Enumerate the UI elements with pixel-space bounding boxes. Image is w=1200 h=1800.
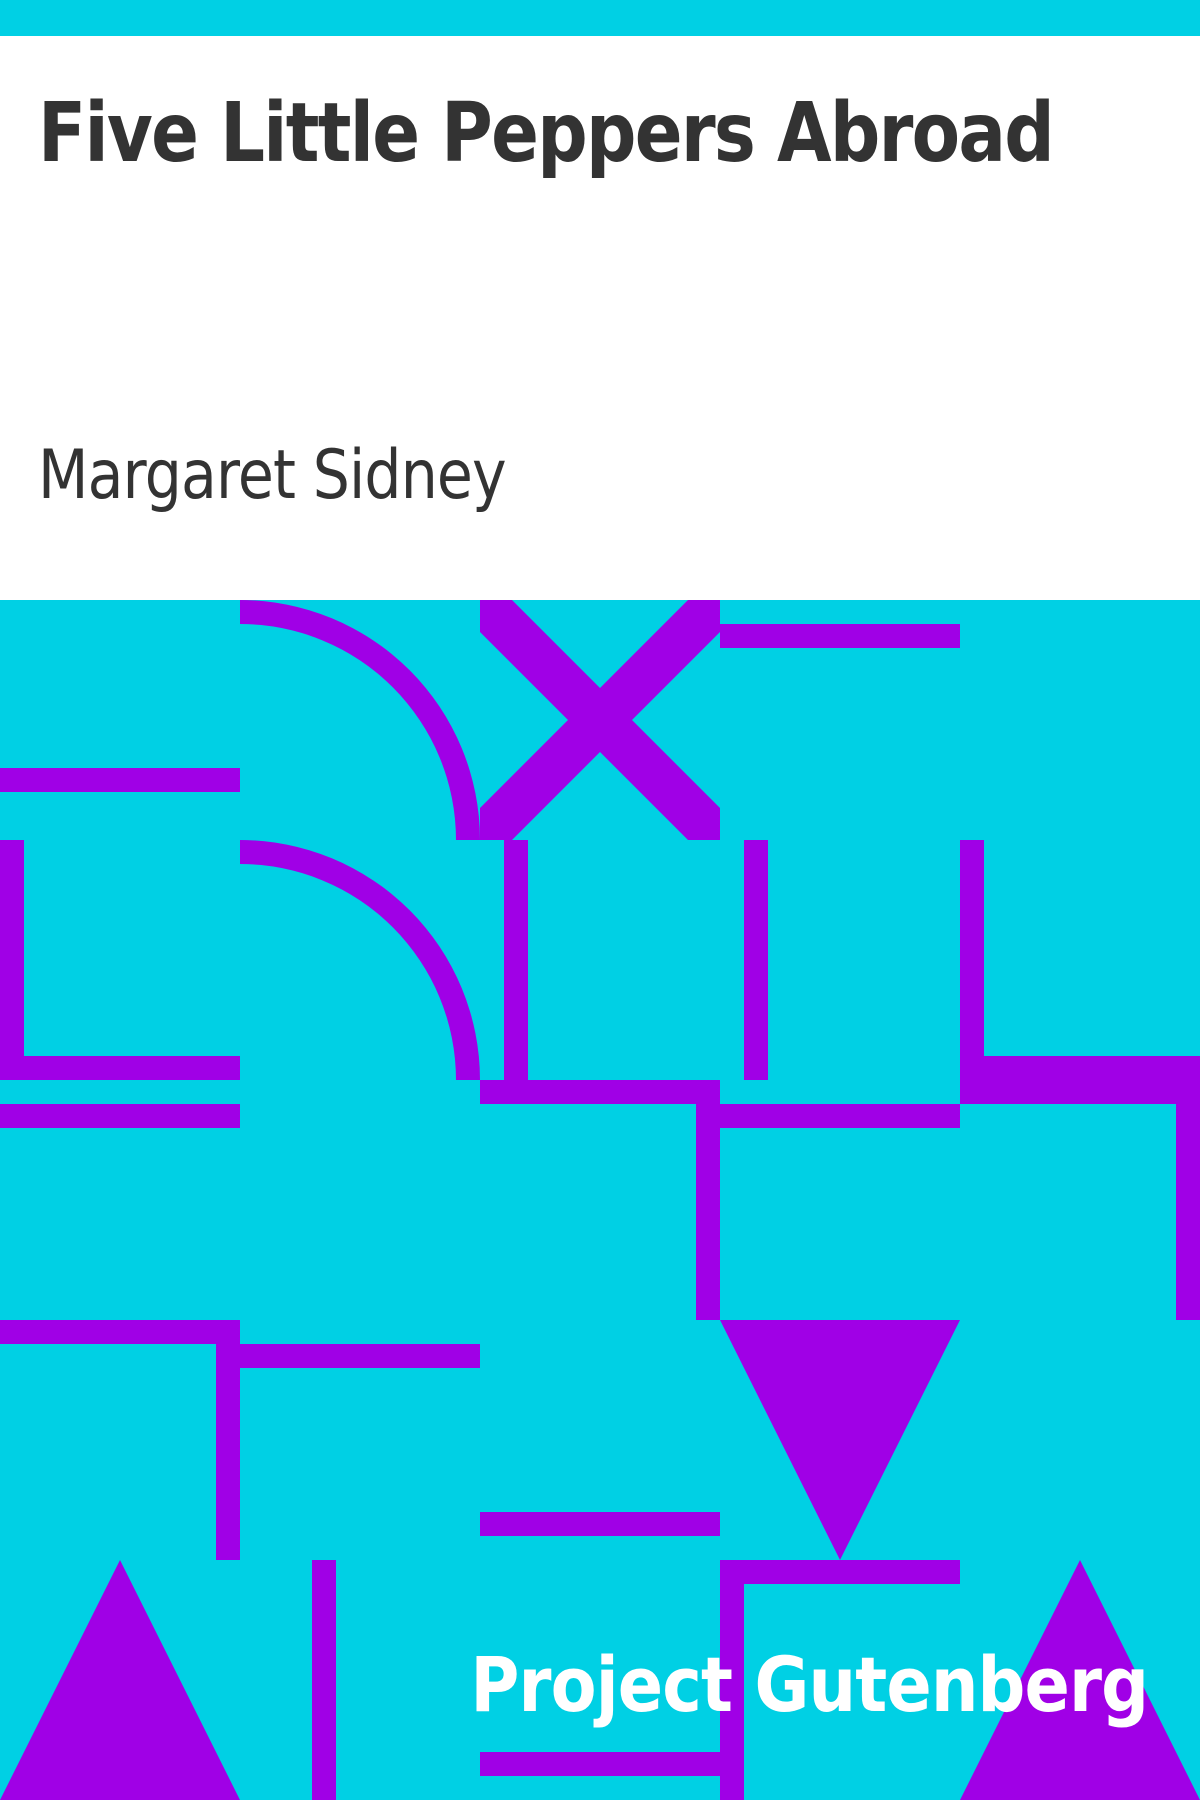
pattern-bar bbox=[1176, 1080, 1200, 1320]
pattern-bar bbox=[504, 840, 528, 1080]
pattern-bar bbox=[480, 1080, 720, 1104]
title-panel bbox=[0, 36, 1200, 600]
top-color-bar bbox=[0, 0, 1200, 36]
pattern-arc bbox=[240, 600, 480, 840]
pattern-bar bbox=[240, 1344, 480, 1368]
pattern-bar bbox=[312, 1560, 336, 1800]
pattern-bar bbox=[720, 624, 960, 648]
book-author: Margaret Sidney bbox=[38, 436, 507, 515]
pattern-bar bbox=[696, 1080, 720, 1320]
pattern-arc bbox=[240, 840, 480, 1080]
pattern-triangle bbox=[0, 1560, 240, 1800]
pattern-bar bbox=[744, 840, 768, 1080]
pattern-bar bbox=[480, 1752, 720, 1776]
pattern-bar bbox=[960, 1056, 1200, 1104]
publisher-name: Project Gutenberg bbox=[470, 1640, 1149, 1729]
pattern-bar bbox=[0, 1320, 240, 1344]
pattern-cross bbox=[480, 600, 720, 840]
pattern-bar bbox=[0, 768, 240, 792]
pattern-triangle bbox=[960, 1560, 1200, 1800]
pattern-triangle bbox=[720, 1320, 960, 1560]
cover-pattern bbox=[0, 600, 1200, 1800]
pattern-bar bbox=[720, 1104, 960, 1128]
pattern-bar bbox=[480, 1512, 720, 1536]
pattern-bar bbox=[216, 1320, 240, 1560]
pattern-bar bbox=[0, 1056, 240, 1080]
pattern-bar bbox=[720, 1560, 960, 1584]
pattern-bar bbox=[720, 1560, 744, 1800]
pattern-bar bbox=[0, 840, 24, 1080]
pattern-bar bbox=[0, 1104, 240, 1128]
book-title: Five Little Peppers Abroad bbox=[38, 86, 1055, 181]
